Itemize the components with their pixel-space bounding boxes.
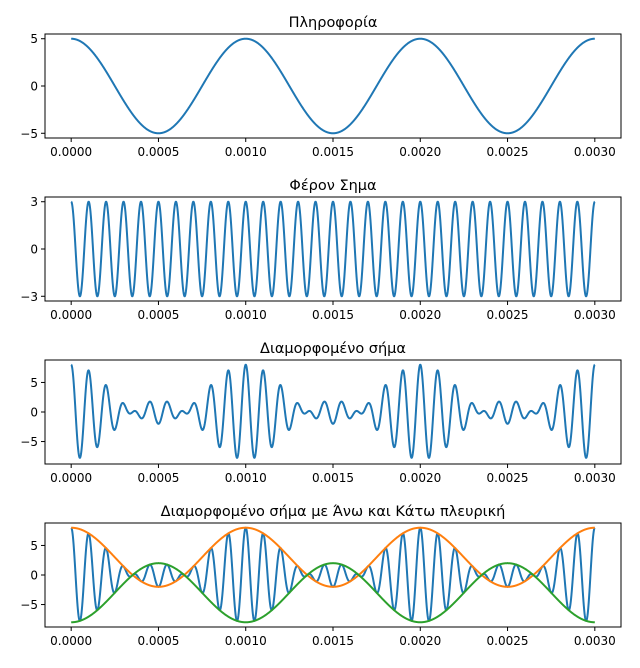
x-tick-label: 0.0030 [574, 634, 616, 648]
y-tick-label: 0 [30, 243, 38, 257]
y-tick-label: 5 [30, 376, 38, 390]
subplot-1: Πληροφορία 0.0000 0.0005 0.0010 0.0015 0.0020… [20, 15, 622, 159]
subplot-2: Φέρον Σημα 0.0000 0.0005 0.0010 0.0015 0.0020… [20, 178, 622, 322]
x-tick-label: 0.0005 [137, 308, 179, 322]
x-tick-label: 0.0010 [225, 634, 267, 648]
x-tick-label: 0.0000 [50, 471, 92, 485]
x-tick-label: 0.0005 [137, 471, 179, 485]
y-tick-label: 3 [30, 195, 38, 209]
subplot-4: Διαμορφομένο σήμα με Άνω και Κάτω πλευρι… [20, 504, 622, 648]
x-tick-label: 0.0025 [487, 145, 529, 159]
series-line-1 [70, 526, 596, 622]
x-tick-label: 0.0005 [137, 634, 179, 648]
x-tick-label: 0.0000 [50, 145, 92, 159]
subplot-title: Διαμορφομένο σήμα [260, 341, 406, 357]
x-tick-label: 0.0030 [574, 308, 616, 322]
x-tick-label: 0.0030 [574, 145, 616, 159]
x-tick-label: 0.0015 [312, 634, 354, 648]
x-tick-label: 0.0025 [487, 634, 529, 648]
y-tick-label: 5 [30, 539, 38, 553]
x-tick-label: 0.0010 [225, 308, 267, 322]
series-line-1 [70, 37, 596, 135]
x-tick-label: 0.0020 [399, 145, 441, 159]
series-line-1 [70, 200, 596, 298]
x-tick-label: 0.0020 [399, 634, 441, 648]
x-tick-label: 0.0010 [225, 471, 267, 485]
x-tick-label: 0.0015 [312, 471, 354, 485]
y-tick-label: −3 [20, 290, 38, 304]
y-tick-label: 0 [30, 406, 38, 420]
x-tick-label: 0.0005 [137, 145, 179, 159]
axes-frame [44, 33, 622, 139]
series-line-1 [70, 363, 596, 459]
x-tick-label: 0.0015 [312, 308, 354, 322]
x-tick-label: 0.0025 [487, 308, 529, 322]
subplot-3: Διαμορφομένο σήμα 0.0000 0.0005 0.0010 0.001… [20, 341, 622, 485]
x-tick-label: 0.0010 [225, 145, 267, 159]
x-tick-label: 0.0015 [312, 145, 354, 159]
x-tick-label: 0.0030 [574, 471, 616, 485]
axes-frame [44, 196, 622, 302]
subplot-title: Φέρον Σημα [289, 178, 376, 194]
x-tick-label: 0.0025 [487, 471, 529, 485]
y-tick-label: 0 [30, 569, 38, 583]
y-tick-label: −5 [20, 127, 38, 141]
x-tick-label: 0.0020 [399, 308, 441, 322]
x-tick-label: 0.0020 [399, 471, 441, 485]
subplot-title: Πληροφορία [289, 15, 378, 31]
y-tick-label: 0 [30, 80, 38, 94]
series-line-3 [70, 562, 596, 624]
x-tick-label: 0.0000 [50, 308, 92, 322]
y-tick-label: 5 [30, 32, 38, 46]
y-tick-label: −5 [20, 598, 38, 612]
y-tick-label: −5 [20, 435, 38, 449]
x-tick-label: 0.0000 [50, 634, 92, 648]
series-line-2 [70, 526, 596, 588]
subplot-title: Διαμορφομένο σήμα με Άνω και Κάτω πλευρι… [161, 504, 506, 520]
